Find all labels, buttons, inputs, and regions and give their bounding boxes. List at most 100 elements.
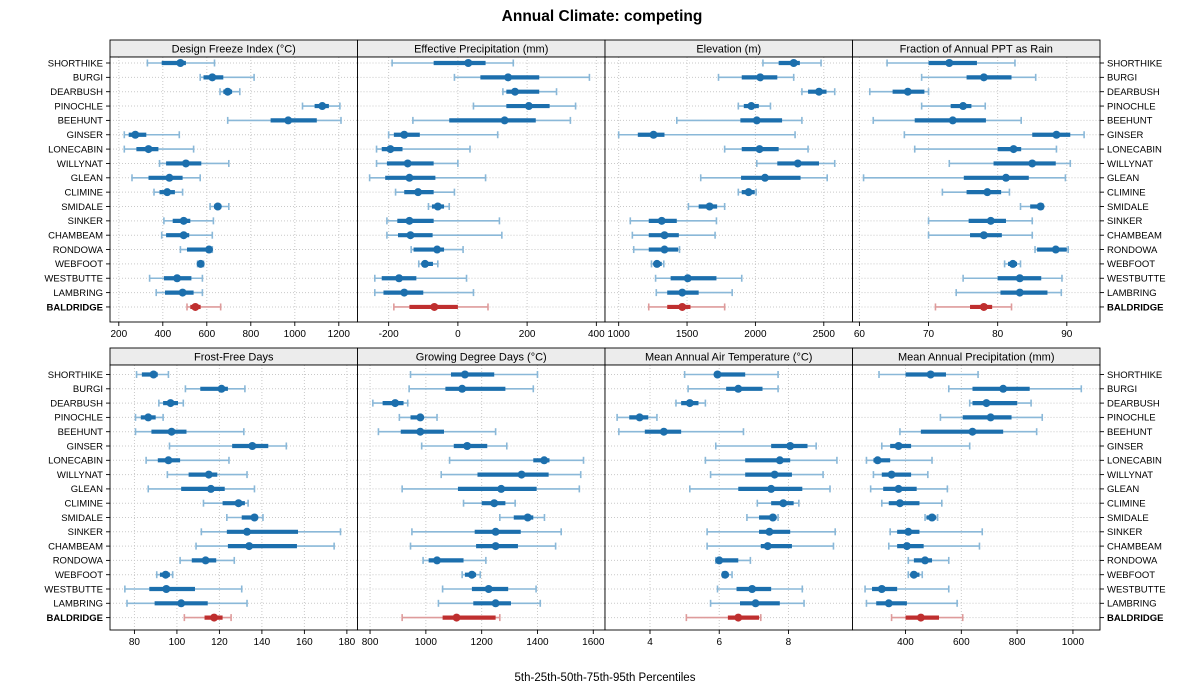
site-label-left: WEBFOOT [55, 259, 103, 270]
median-dot [948, 116, 957, 125]
median-dot [921, 556, 930, 565]
site-label-left: CLIMINE [64, 187, 103, 198]
median-dot [234, 499, 243, 508]
median-dot [928, 513, 937, 522]
median-dot [775, 456, 784, 465]
median-dot [464, 59, 473, 67]
x-tick-label: 70 [923, 329, 935, 340]
site-label-left: CLIMINE [64, 499, 103, 510]
x-tick-label: 60 [854, 329, 866, 340]
median-dot [721, 570, 730, 579]
x-tick-label: 1600 [582, 637, 605, 648]
panel-title: Mean Annual Precipitation (mm) [898, 352, 1055, 364]
median-dot [511, 87, 519, 96]
x-tick-label: 8 [786, 637, 792, 648]
site-label-left: WESTBUTTE [44, 584, 103, 595]
x-tick-label: 800 [1009, 637, 1026, 648]
median-dot [909, 570, 918, 579]
site-label-right: BEEHUNT [1107, 427, 1153, 438]
median-dot [463, 442, 472, 450]
site-label-right: CLIMINE [1107, 499, 1146, 510]
panel-bg [852, 57, 1100, 322]
panel-title: Elevation (m) [696, 44, 761, 56]
panel-title: Frost-Free Days [194, 352, 274, 364]
median-dot [999, 384, 1008, 393]
median-dot [403, 159, 412, 168]
median-dot [916, 613, 925, 622]
median-dot [386, 145, 395, 154]
median-dot [635, 413, 644, 422]
median-dot [768, 513, 777, 522]
median-dot [895, 499, 904, 508]
site-label-right: CHAMBEAM [1107, 541, 1162, 552]
x-tick-label: 1200 [328, 329, 351, 340]
median-dot [504, 73, 513, 82]
median-dot [433, 202, 442, 211]
median-dot [191, 302, 200, 311]
site-label-right: WESTBUTTE [1107, 274, 1166, 285]
x-tick-label: 80 [129, 637, 141, 648]
median-dot [205, 245, 213, 254]
panel-border [852, 56, 1101, 323]
median-dot [245, 542, 254, 551]
site-label-left: SHORTHIKE [48, 58, 103, 69]
median-dot [1009, 145, 1018, 154]
panel-title: Mean Annual Air Temperature (°C) [645, 352, 812, 364]
x-tick-label: 100 [169, 637, 186, 648]
chart-layer: Design Freeze Index (°C)200 400 600 800 1000… [44, 39, 1166, 648]
site-label-right: GINSER [1107, 441, 1144, 452]
median-dot [497, 484, 506, 493]
median-dot [715, 556, 724, 565]
site-label-right: GLEAN [1107, 173, 1139, 184]
median-dot [452, 613, 461, 622]
site-label-right: SMIDALE [1107, 513, 1149, 524]
median-dot [713, 370, 722, 379]
median-dot [217, 384, 226, 393]
median-dot [979, 73, 988, 82]
site-label-right: CHAMBEAM [1107, 231, 1162, 242]
median-dot [945, 59, 954, 67]
median-dot [986, 413, 995, 422]
x-tick-label: 80 [992, 329, 1004, 340]
panel-bg [357, 57, 605, 322]
x-tick-label: 800 [362, 637, 379, 648]
median-dot [484, 585, 493, 593]
site-label-right: DEARBUSH [1107, 87, 1160, 98]
site-label-right: SHORTHIKE [1107, 58, 1162, 69]
median-dot [167, 427, 176, 436]
median-dot [524, 102, 533, 111]
median-dot [1051, 245, 1060, 254]
x-tick-label: 120 [211, 637, 228, 648]
median-dot [1028, 159, 1037, 168]
median-dot [243, 527, 252, 536]
median-dot [467, 570, 476, 579]
chart-title: Annual Climate: competing [502, 8, 703, 25]
percentiles-caption: 5th-25th-50th-75th-95th Percentiles [515, 672, 696, 684]
median-dot [176, 59, 185, 67]
x-tick-label: 1000 [415, 637, 438, 648]
median-dot [540, 456, 549, 465]
median-dot [405, 173, 414, 182]
site-label-left: BURGI [73, 384, 103, 395]
x-tick-label: 2000 [744, 329, 767, 340]
median-dot [210, 613, 219, 622]
median-dot [678, 302, 687, 311]
panel-bg [605, 365, 853, 630]
site-label-right: BALDRIDGE [1107, 613, 1163, 624]
median-dot [500, 116, 509, 125]
median-dot [166, 399, 175, 408]
panel-title: Effective Precipitation (mm) [414, 44, 548, 56]
site-label-left: RONDOWA [53, 245, 104, 256]
x-tick-label: 4 [647, 637, 653, 648]
median-dot [660, 245, 669, 254]
site-label-left: BEEHUNT [58, 116, 104, 127]
median-dot [748, 585, 757, 593]
median-dot [178, 288, 187, 297]
site-label-right: BURGI [1107, 73, 1137, 84]
site-label-right: PINOCHLE [1107, 413, 1156, 424]
median-dot [458, 384, 467, 393]
median-dot [161, 570, 170, 579]
median-dot [149, 370, 158, 379]
median-dot [201, 556, 210, 565]
site-label-left: CHAMBEAM [48, 231, 103, 242]
